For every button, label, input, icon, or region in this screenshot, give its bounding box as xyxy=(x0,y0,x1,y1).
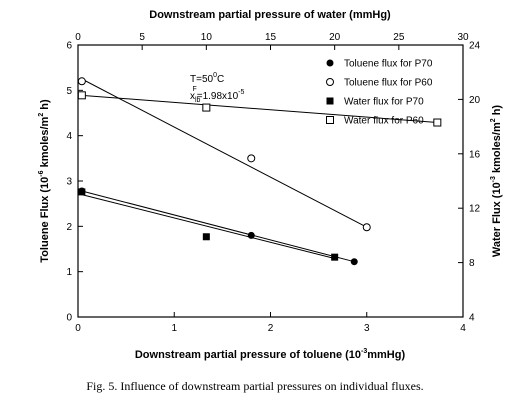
x-bottom-tick-label: 3 xyxy=(364,323,370,334)
legend-marker-series-2 xyxy=(326,78,334,86)
legend-label-series-4: Water flux for P60 xyxy=(344,116,424,127)
x-top-tick-label: 10 xyxy=(201,32,213,43)
y-left-tick-label: 3 xyxy=(66,177,72,188)
y-left-axis-title: Toluene Flux (10-6 kmoles/m2 h) xyxy=(38,99,51,263)
legend-marker-series-3 xyxy=(326,97,334,105)
y-left-tick-label: 5 xyxy=(66,86,72,97)
x-bottom-axis-title: Downstream partial pressure of toluene (… xyxy=(135,348,406,361)
y-left-tick-label: 1 xyxy=(66,267,72,278)
y-right-axis-title: Water Flux (10-3 kmoles/m2 h) xyxy=(490,105,503,258)
y-right-tick-label: 12 xyxy=(469,204,481,215)
x-top-tick-label: 0 xyxy=(75,32,81,43)
data-point-series-1 xyxy=(247,231,255,239)
data-point-series-2 xyxy=(247,154,256,163)
x-top-tick-label: 30 xyxy=(457,32,469,43)
data-point-series-2 xyxy=(362,223,371,232)
x-top-tick-label: 25 xyxy=(393,32,405,43)
fit-lines xyxy=(81,78,438,263)
x-bottom-tick-label: 1 xyxy=(171,323,177,334)
x-bottom-tick-label: 4 xyxy=(460,323,466,334)
y-left-tick-label: 0 xyxy=(66,313,72,324)
fit-line-series-3 xyxy=(81,194,335,260)
legend-marker-series-1 xyxy=(326,59,334,67)
legend-label-series-2: Toluene flux for P60 xyxy=(344,78,433,89)
legend-label-series-1: Toluene flux for P70 xyxy=(344,59,433,70)
fit-line-series-1 xyxy=(81,190,355,263)
y-right-tick-label: 16 xyxy=(469,149,481,160)
annotation-temperature: T=500C xyxy=(190,72,224,85)
y-left-tick-label: 4 xyxy=(66,131,72,142)
data-markers xyxy=(77,77,442,266)
legend: Toluene flux for P70 Toluene flux for P60… xyxy=(326,59,433,127)
fit-line-series-2 xyxy=(81,78,367,228)
y-right-tick-label: 24 xyxy=(469,41,481,52)
data-point-series-3 xyxy=(331,253,339,261)
y-right-tick-label: 20 xyxy=(469,95,481,106)
legend-marker-series-4 xyxy=(326,116,334,124)
x-top-tick-label: 15 xyxy=(265,32,277,43)
data-point-series-3 xyxy=(202,233,210,241)
data-point-series-4 xyxy=(433,118,442,127)
y-left-tick-label: 6 xyxy=(66,41,72,52)
fit-line-series-4 xyxy=(81,94,438,124)
data-point-series-1 xyxy=(350,258,358,266)
axis-ticks xyxy=(77,44,464,318)
annotation-feed-fraction: xlbF=1.98x10-5 xyxy=(190,86,245,104)
data-point-series-3 xyxy=(78,188,86,196)
y-left-tick-label: 2 xyxy=(66,222,72,233)
x-bottom-tick-label: 0 xyxy=(75,323,81,334)
legend-label-series-3: Water flux for P70 xyxy=(344,97,424,108)
x-top-axis-title: Downstream partial pressure of water (mm… xyxy=(149,9,391,21)
data-point-series-4 xyxy=(77,91,86,100)
x-top-tick-label: 20 xyxy=(329,32,341,43)
x-bottom-tick-label: 2 xyxy=(268,323,274,334)
data-point-series-4 xyxy=(202,103,211,112)
figure-caption: Fig. 5. Influence of downstream partial … xyxy=(86,379,424,393)
y-right-tick-label: 8 xyxy=(469,258,475,269)
data-point-series-2 xyxy=(77,77,86,86)
x-top-tick-label: 5 xyxy=(139,32,145,43)
y-right-tick-label: 4 xyxy=(469,313,475,324)
